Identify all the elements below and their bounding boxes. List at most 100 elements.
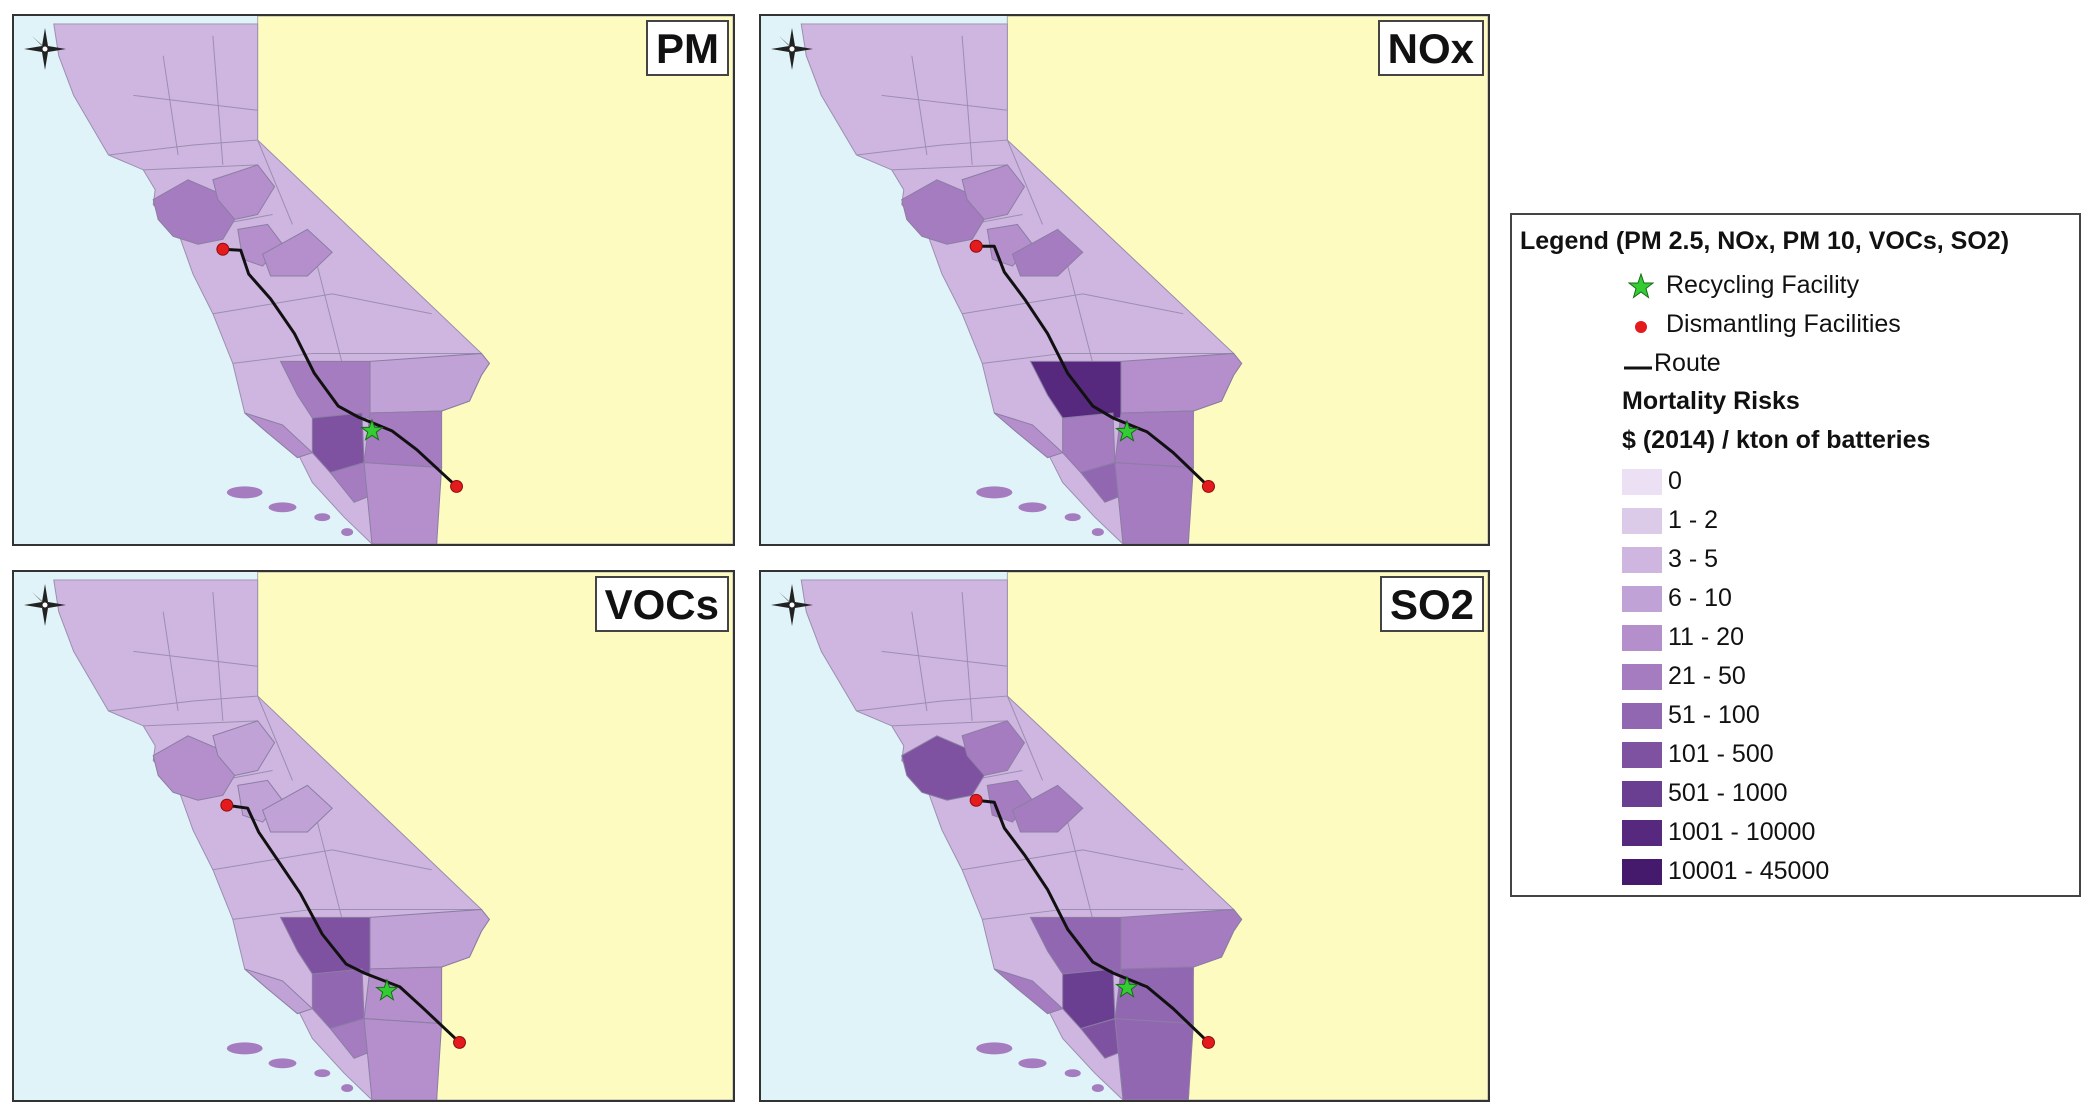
legend-swatch [1622,741,1662,768]
county-region [1114,462,1194,544]
county-line [133,94,258,111]
legend-class-row: 501 - 1000 [1622,779,1788,808]
recycling-facility [375,978,399,1001]
legend-swatch [1622,468,1662,495]
compass-icon [771,584,813,626]
county-line [212,293,432,315]
legend-class-row: 51 - 100 [1622,701,1760,730]
legend-class-label: 3 - 5 [1668,545,1719,573]
island [268,1058,297,1069]
county-line [881,650,1008,667]
county-line [162,55,179,156]
legend: Legend (PM 2.5, NOx, PM 10, VOCs, SO2) R… [1510,213,2081,897]
dismantling-facility [1201,479,1215,493]
legend-swatch [1622,585,1662,612]
map-panel-vocs: VOCs [12,570,735,1102]
legend-class-label: 6 - 10 [1668,584,1732,612]
recycling-facility [1115,419,1139,442]
county-region [993,968,1064,1015]
recycling-facility [1115,975,1139,998]
county-line [232,908,482,920]
county-line [982,908,1234,920]
legend-swatch [1622,663,1662,690]
panel-title: PM [646,20,729,76]
county-line [982,352,1234,364]
dismantling-facility [969,239,983,253]
island [976,1042,1013,1055]
dismantling-facility [216,242,230,256]
legend-label: Dismantling Facilities [1666,310,1901,338]
county-region [262,228,333,277]
county-line [891,720,1008,727]
island [314,1069,331,1078]
dismantling-facility [969,793,983,807]
county-line [108,139,258,156]
island [226,1042,263,1055]
county-line [212,35,224,165]
county-line [856,139,1008,156]
legend-class-row: 1 - 2 [1622,506,1718,535]
county-region [961,720,1026,777]
county-line [961,591,973,721]
panel-title: NOx [1377,20,1484,76]
county-line [212,591,224,721]
dismantling-facility [220,798,234,812]
legend-class-row: 10001 - 45000 [1622,857,1829,886]
map-panel-pm: PM [12,14,735,546]
county-line [962,293,1184,315]
legend-class-row: 101 - 500 [1622,740,1774,769]
legend-swatch [1622,819,1662,846]
dismantling-facility [1201,1035,1215,1049]
island [1064,513,1081,522]
legend-swatch [1622,507,1662,534]
county-line [891,164,1008,171]
legend-class-label: 51 - 100 [1668,701,1760,729]
county-region [262,784,333,833]
island [976,486,1013,499]
compass-icon [24,28,66,70]
legend-class-label: 11 - 20 [1668,623,1744,651]
island [341,528,354,537]
island [1018,502,1047,513]
route-line [226,803,461,1044]
star-icon [1622,272,1660,299]
recycling-facility [360,418,384,441]
panel-title: SO2 [1379,576,1484,632]
legend-swatch [1622,546,1662,573]
legend-class-row: 1001 - 10000 [1622,818,1815,847]
legend-class-row: 3 - 5 [1622,545,1718,574]
legend-class-row: 11 - 20 [1622,623,1744,652]
island [1018,1058,1047,1069]
county-line [1006,139,1044,225]
county-line [257,139,293,225]
legend-item-recycling: Recycling Facility [1622,271,1859,300]
legend-swatch [1622,702,1662,729]
legend-swatch [1622,624,1662,651]
compass-icon [24,584,66,626]
county-region [244,412,314,459]
dismantling-facility [450,479,464,493]
county-region [993,412,1064,459]
legend-swatch [1622,780,1662,807]
island [226,486,263,499]
map-vocs [53,572,733,1100]
county-line [911,55,928,156]
map-so2 [800,572,1488,1100]
county-line [232,352,482,364]
legend-class-row: 0 [1622,467,1682,496]
county-line [911,611,928,712]
county-region [212,164,276,221]
county-region [1011,784,1084,833]
map-nox [800,16,1488,544]
dot-icon [1622,312,1660,338]
map-pm [53,16,733,544]
dismantling-facility [453,1035,466,1049]
legend-title: Legend (PM 2.5, NOx, PM 10, VOCs, SO2) [1520,227,2010,255]
county-line [162,611,179,712]
legend-class-row: 6 - 10 [1622,584,1732,613]
map-panel-nox: NOx [759,14,1490,546]
compass-icon [771,28,813,70]
legend-class-label: 21 - 50 [1668,662,1746,690]
route-line [222,247,458,488]
county-region [961,164,1026,221]
